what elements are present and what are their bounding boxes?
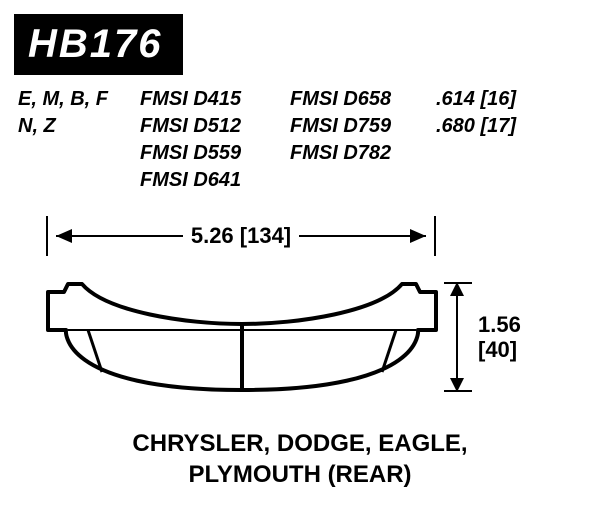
fmsi-code: FMSI D512	[140, 113, 241, 140]
height-value: 1.56	[478, 312, 521, 337]
arrow-down-icon	[450, 378, 464, 392]
dim-line	[456, 282, 458, 392]
fmsi-code: FMSI D641	[140, 167, 241, 194]
fmsi-code: FMSI D415	[140, 86, 241, 113]
letters-line: N, Z	[18, 113, 118, 140]
brake-pad-outline	[46, 272, 438, 402]
thickness-column: .614 [16] .680 [17]	[436, 86, 516, 140]
arrow-up-icon	[450, 282, 464, 296]
thickness-value: .614 [16]	[436, 86, 516, 113]
part-number-badge: HB176	[14, 14, 183, 75]
fmsi-code: FMSI D559	[140, 140, 241, 167]
height-label: 1.56 [40]	[478, 312, 521, 363]
application-caption: CHRYSLER, DODGE, EAGLE, PLYMOUTH (REAR)	[0, 428, 600, 490]
width-label: 5.26 [134]	[46, 223, 436, 249]
width-dimension: 5.26 [134]	[46, 216, 436, 256]
compound-letters: E, M, B, F N, Z	[18, 86, 118, 140]
height-value-mm: [40]	[478, 337, 521, 362]
thickness-value: .680 [17]	[436, 113, 516, 140]
fmsi-code: FMSI D759	[290, 113, 391, 140]
fmsi-code: FMSI D782	[290, 140, 391, 167]
dimension-diagram: 5.26 [134] 1.56 [40]	[46, 216, 554, 416]
letters-line: E, M, B, F	[18, 86, 118, 113]
fmsi-column-2: FMSI D658 FMSI D759 FMSI D782	[290, 86, 391, 167]
caption-line: CHRYSLER, DODGE, EAGLE,	[0, 428, 600, 459]
height-dimension: 1.56 [40]	[444, 282, 564, 392]
caption-line: PLYMOUTH (REAR)	[0, 459, 600, 490]
fmsi-column-1: FMSI D415 FMSI D512 FMSI D559 FMSI D641	[140, 86, 241, 194]
fmsi-code: FMSI D658	[290, 86, 391, 113]
